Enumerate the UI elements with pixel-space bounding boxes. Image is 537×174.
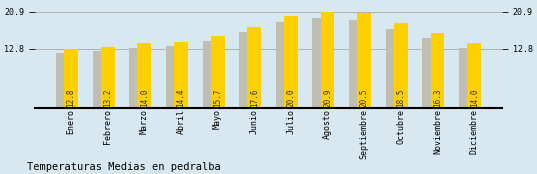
Text: 15.7: 15.7 [213, 88, 222, 107]
Bar [202, 41, 216, 108]
Bar [100, 47, 114, 108]
Text: 16.3: 16.3 [433, 88, 442, 107]
Bar [459, 48, 473, 108]
Bar [276, 22, 290, 108]
Bar [431, 33, 445, 108]
Bar [467, 43, 481, 108]
Text: 13.2: 13.2 [103, 88, 112, 107]
Bar [56, 53, 70, 108]
Text: 12.8: 12.8 [67, 88, 75, 107]
Bar [129, 48, 143, 108]
Bar [137, 43, 151, 108]
Bar [394, 23, 408, 108]
Text: 18.5: 18.5 [396, 88, 405, 107]
Bar [92, 51, 106, 108]
Text: 14.4: 14.4 [176, 88, 185, 107]
Bar [284, 16, 298, 108]
Text: 20.5: 20.5 [360, 88, 369, 107]
Bar [174, 42, 188, 108]
Text: 17.6: 17.6 [250, 88, 259, 107]
Text: 14.0: 14.0 [470, 88, 478, 107]
Bar [386, 29, 400, 108]
Bar [166, 46, 180, 108]
Bar [64, 49, 78, 108]
Bar [247, 27, 261, 108]
Bar [357, 13, 371, 108]
Bar [321, 11, 335, 108]
Bar [239, 33, 253, 108]
Bar [313, 18, 326, 108]
Text: 14.0: 14.0 [140, 88, 149, 107]
Bar [211, 35, 224, 108]
Text: Temperaturas Medias en pedralba: Temperaturas Medias en pedralba [27, 162, 221, 172]
Bar [423, 38, 437, 108]
Text: 20.9: 20.9 [323, 88, 332, 107]
Bar [349, 20, 363, 108]
Text: 20.0: 20.0 [286, 88, 295, 107]
